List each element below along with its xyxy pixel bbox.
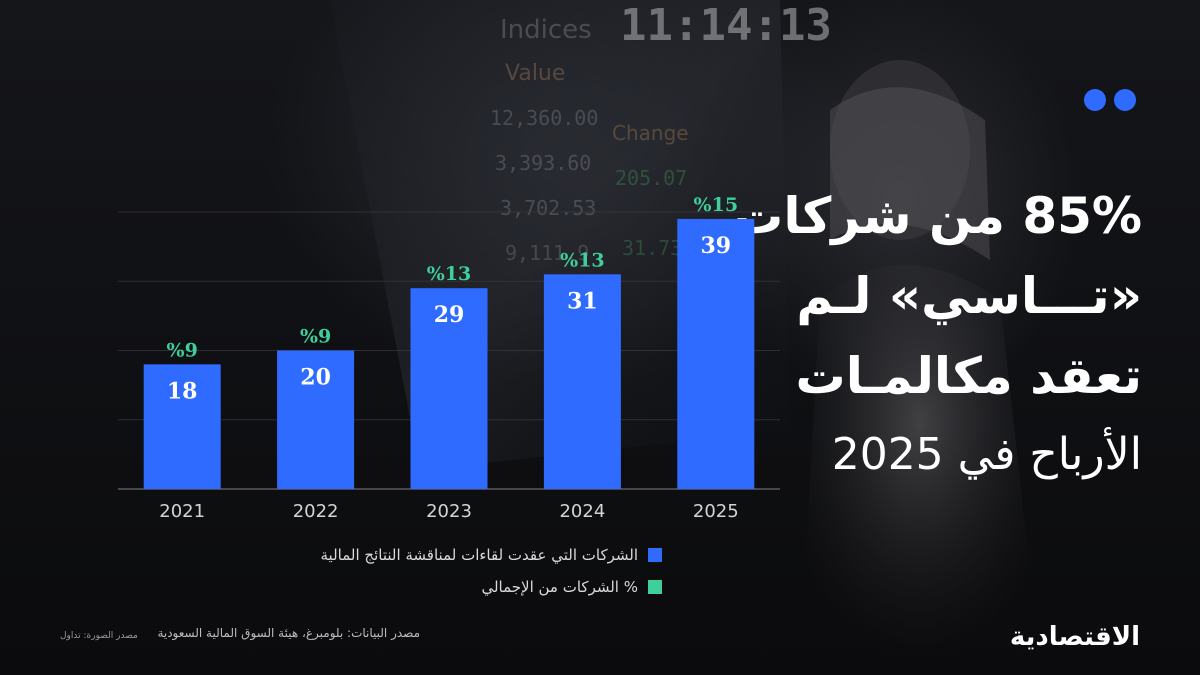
person-silhouette <box>800 60 1040 660</box>
legend-item-percent: % الشركات من الإجمالي <box>321 577 662 597</box>
bg-clock-text: 11:14:13 <box>620 0 832 51</box>
photo-credit: مصدر الصورة: تداول <box>60 631 138 641</box>
bar-2022 <box>277 350 355 489</box>
bg-number: 3,702.53 <box>500 196 596 220</box>
source-text: مصدر البيانات: بلومبرغ، هيئة السوق المال… <box>157 626 420 640</box>
accent-dots <box>1084 89 1144 113</box>
bg-number: 205.07 <box>615 166 687 190</box>
bar-2025 <box>677 218 755 490</box>
source-note: مصدر البيانات: بلومبرغ، هيئة السوق المال… <box>157 626 420 640</box>
bar-2021 <box>143 364 221 489</box>
percent-label: %13 <box>560 249 605 271</box>
accent-dot <box>1084 89 1106 111</box>
headline-line-3: تعقد مكالمـات <box>795 347 1142 405</box>
bar-2023 <box>410 288 488 489</box>
chart-legend: الشركات التي عقدت لقاءات لمناقشة النتائج… <box>321 545 662 609</box>
x-tick-label: 2021 <box>159 501 205 522</box>
headline-line-4: الأرباح في 2025 <box>831 429 1142 480</box>
percent-label: %13 <box>427 263 472 285</box>
headline-line-1: 85% من شركات <box>733 187 1142 245</box>
bar-chart: 18 %9 2021 20 %9 2022 29 %13 2023 31 %13 2024 39 %15 2… <box>118 194 780 522</box>
bar-value-label: 29 <box>434 302 465 328</box>
x-tick-label: 2022 <box>293 501 339 522</box>
percent-label: %9 <box>300 326 331 348</box>
bar-value-label: 18 <box>167 378 198 404</box>
bg-number: 9,111.9 <box>505 241 589 265</box>
legend-item-count: الشركات التي عقدت لقاءات لمناقشة النتائج… <box>321 545 662 565</box>
bg-word-value: Value <box>505 61 565 86</box>
percent-label: %15 <box>694 194 739 216</box>
x-tick-label: 2024 <box>559 501 605 522</box>
bg-number: 12,360.00 <box>490 106 598 130</box>
bg-number: 31.73 <box>622 236 682 260</box>
headline: 85% من شركات «تـــاسي» لـم تعقد مكالمـات… <box>733 176 1142 494</box>
bar-value-label: 39 <box>700 233 731 259</box>
headline-line-2: «تـــاسي» لـم <box>796 267 1142 325</box>
legend-label-percent: % الشركات من الإجمالي <box>481 578 638 596</box>
accent-dot <box>1114 89 1136 111</box>
bg-number: 3,393.60 <box>495 151 591 175</box>
percent-label: %9 <box>167 339 198 361</box>
bar-2024 <box>543 274 621 489</box>
publisher-logo: الاقتصادية <box>1009 622 1140 652</box>
x-tick-label: 2023 <box>426 501 472 522</box>
legend-swatch-count <box>648 548 662 562</box>
bar-value-label: 20 <box>300 365 331 391</box>
legend-label-count: الشركات التي عقدت لقاءات لمناقشة النتائج… <box>320 546 638 564</box>
legend-swatch-percent <box>648 580 662 594</box>
bar-value-label: 31 <box>567 288 598 314</box>
bg-word-indices: Indices <box>500 15 592 45</box>
bg-word-change: Change <box>612 121 689 145</box>
x-tick-label: 2025 <box>693 501 739 522</box>
